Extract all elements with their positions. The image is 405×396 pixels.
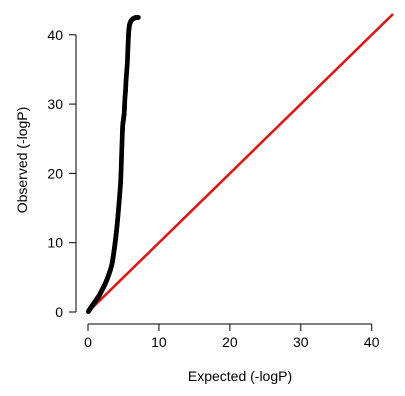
x-axis-label: Expected (-logP) — [188, 368, 292, 384]
x-tick-label: 40 — [364, 334, 380, 350]
x-tick-label: 0 — [84, 334, 92, 350]
plot-area — [85, 13, 394, 315]
x-tick-label: 10 — [151, 334, 167, 350]
y-tick-label: 20 — [47, 165, 63, 181]
y-tick-label: 40 — [47, 27, 63, 43]
x-tick-label: 30 — [293, 334, 309, 350]
y-tick-label: 10 — [47, 235, 63, 251]
y-tick-label: 0 — [55, 304, 63, 320]
x-ticks: 0 10 20 30 40 — [84, 324, 380, 350]
x-tick-label: 20 — [222, 334, 238, 350]
y-tick-label: 30 — [47, 96, 63, 112]
data-point — [135, 15, 141, 20]
y-axis-label: Observed (-logP) — [14, 107, 30, 214]
reference-line — [87, 13, 394, 313]
y-ticks: 0 10 20 30 40 — [47, 27, 76, 320]
